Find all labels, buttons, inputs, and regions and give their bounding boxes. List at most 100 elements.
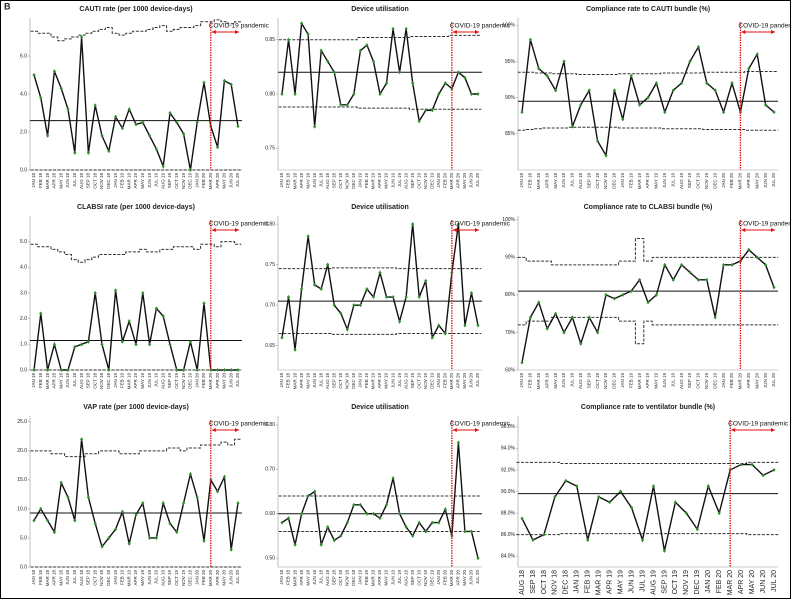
x-tick-label: OCT 19 — [696, 373, 701, 389]
x-tick-label: JAN 18 — [519, 373, 524, 388]
x-tick-label: JAN 19 — [620, 173, 625, 188]
x-tick-label: JUL 18 — [72, 173, 77, 188]
data-point — [612, 296, 616, 301]
data-point — [236, 124, 240, 129]
data-point — [168, 521, 172, 526]
lcl-line — [516, 533, 780, 536]
x-tick-label: JAN 19 — [113, 173, 118, 188]
x-tick-label: SEP 18 — [331, 570, 336, 586]
x-tick-label: AUG 19 — [679, 373, 684, 390]
x-tick-label: APR 18 — [52, 570, 57, 586]
data-point — [32, 73, 36, 77]
data-point — [332, 70, 336, 75]
x-tick-label: JUN 18 — [65, 570, 70, 586]
data-point — [764, 262, 768, 267]
y-tick-label: 0.0 — [20, 564, 27, 570]
x-tick-label: JUL 19 — [154, 173, 159, 188]
x-tick-label: SEP 19 — [410, 173, 415, 189]
x-tick-label: MAR 19 — [637, 373, 642, 390]
x-tick-label: DEC 18 — [612, 173, 617, 189]
x-tick-label: JUL 19 — [397, 173, 402, 188]
data-point — [443, 507, 447, 512]
x-tick-label: OCT 18 — [595, 373, 600, 389]
x-tick-label: JAN 19 — [620, 373, 625, 388]
data-point — [772, 467, 776, 472]
data-point — [443, 331, 447, 336]
x-tick-label: FEB 19 — [628, 373, 633, 389]
data-point — [545, 73, 549, 78]
x-tick-label: MAY 20 — [754, 173, 759, 189]
x-tick-label: JAN 20 — [194, 173, 199, 188]
x-tick-label: JAN 20 — [705, 570, 712, 593]
data-point — [313, 124, 317, 129]
x-tick-label: NOV 18 — [345, 570, 350, 587]
data-point — [404, 26, 408, 31]
data-point — [280, 92, 284, 96]
x-tick-label: FEB 20 — [201, 373, 206, 389]
ucl-line — [517, 238, 779, 266]
data-point — [680, 81, 684, 86]
data-point — [120, 126, 124, 131]
x-tick-label: NOV 18 — [603, 373, 608, 390]
x-tick-label: OCT 18 — [338, 373, 343, 389]
x-tick-label: JUN 20 — [469, 373, 474, 389]
data-point — [293, 347, 297, 352]
x-tick-label: JAN 20 — [436, 173, 441, 188]
data-point — [114, 527, 118, 532]
data-point — [662, 548, 667, 553]
x-tick-label: DEC 19 — [712, 373, 717, 389]
data-point — [229, 368, 233, 372]
data-point — [326, 59, 330, 64]
x-tick-label: AUG 18 — [578, 373, 583, 390]
x-tick-label: FEB 18 — [528, 373, 533, 389]
x-tick-label: JUN 19 — [147, 570, 152, 586]
data-point — [195, 495, 199, 500]
x-tick-label: FEB 20 — [201, 173, 206, 189]
y-tick-label: 4.0 — [20, 91, 27, 97]
data-point — [437, 520, 441, 525]
x-tick-label: JUN 19 — [390, 373, 395, 389]
data-point — [663, 110, 667, 115]
x-tick-label: MAR 20 — [449, 570, 454, 587]
y-tick-label: 0.0 — [20, 167, 27, 173]
ucl-line — [516, 461, 780, 464]
x-tick-label: JAN 20 — [436, 373, 441, 388]
data-point — [73, 344, 77, 349]
x-tick-label: MAY 19 — [654, 173, 659, 189]
chart-title: VAP rate (per 1000 device-days) — [83, 404, 189, 411]
data-point — [430, 335, 434, 340]
data-point — [520, 516, 524, 521]
data-point — [175, 368, 179, 372]
data-point — [537, 300, 541, 305]
annotation: COVID-19 pandemic — [209, 421, 270, 428]
x-tick-label: APR 19 — [133, 173, 138, 189]
data-point — [306, 493, 310, 498]
x-tick-label: JAN 18 — [519, 173, 524, 188]
x-tick-label: JAN 20 — [194, 570, 199, 585]
x-tick-label: SEP 19 — [410, 373, 415, 389]
data-point — [404, 525, 408, 530]
data-point — [612, 88, 616, 93]
chart-title: Device utilisation — [351, 204, 409, 211]
x-tick-label: APR 19 — [133, 570, 138, 586]
x-tick-label: JAN 20 — [721, 373, 726, 388]
x-tick-label: MAY 20 — [462, 173, 467, 189]
y-tick-label: 25.0 — [17, 419, 27, 425]
data-point — [554, 311, 558, 316]
data-point — [313, 282, 317, 287]
x-tick-label: FEB 19 — [364, 570, 369, 586]
data-point — [463, 75, 467, 80]
ucl-line — [30, 241, 242, 263]
data-point — [154, 306, 158, 311]
x-tick-label: MAY 20 — [222, 373, 227, 389]
data-point — [597, 494, 601, 499]
data-point — [629, 73, 633, 78]
data-point — [398, 70, 402, 75]
data-point — [411, 81, 415, 86]
x-tick-label: APR 20 — [456, 173, 461, 189]
x-tick-label: JUL 20 — [235, 373, 240, 388]
data-point — [202, 538, 206, 543]
x-tick-label: JUL 20 — [771, 373, 776, 388]
ucl-line — [278, 34, 482, 41]
